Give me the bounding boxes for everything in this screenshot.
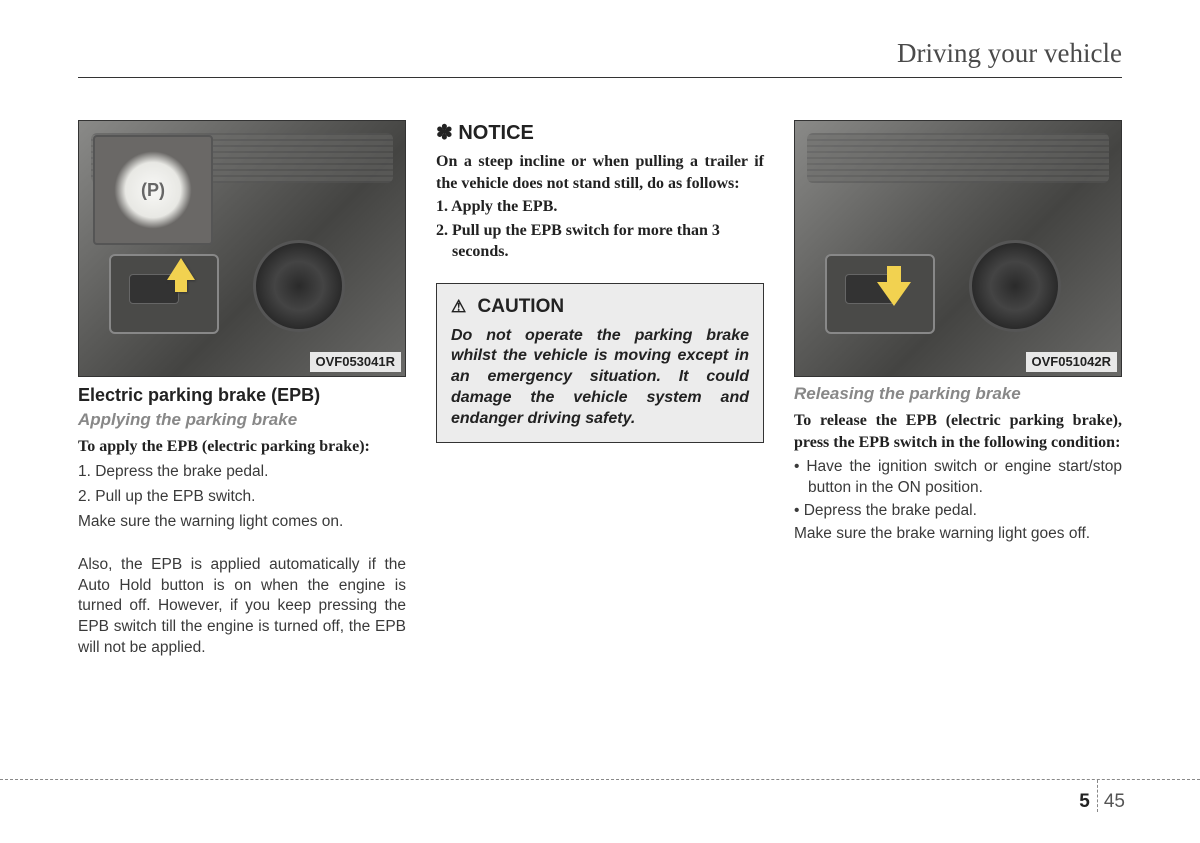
caution-heading: ⚠ CAUTION [451, 294, 749, 320]
page-separator [1097, 780, 1098, 812]
console-area [79, 222, 405, 352]
console-area [795, 222, 1121, 352]
subsection-heading: Releasing the parking brake [794, 383, 1122, 406]
page-container: Driving your vehicle OVF053041R Electric… [0, 0, 1200, 663]
figure-epb-release: OVF051042R [794, 120, 1122, 377]
bullet-item: • Depress the brake pedal. [794, 501, 1122, 522]
note-text: Make sure the brake warning light goes o… [794, 524, 1122, 545]
notice-label: NOTICE [458, 122, 534, 144]
subsection-heading: Applying the parking brake [78, 409, 406, 432]
content-columns: OVF053041R Electric parking brake (EPB) … [78, 120, 1122, 663]
caution-label: CAUTION [478, 296, 565, 317]
caution-box: ⚠ CAUTION Do not operate the parking bra… [436, 283, 764, 443]
column-center: ✽ NOTICE On a steep incline or when pull… [436, 120, 764, 663]
step-text: 1. Depress the brake pedal. [78, 462, 406, 483]
column-left: OVF053041R Electric parking brake (EPB) … [78, 120, 406, 663]
notice-body: On a steep incline or when pulling a tra… [436, 151, 764, 194]
chapter-header: Driving your vehicle [78, 38, 1122, 78]
figure-epb-apply: OVF053041R [78, 120, 406, 377]
lead-text: To apply the EPB (electric parking brake… [78, 436, 406, 458]
rotary-dial [969, 240, 1061, 332]
column-right: OVF051042R Releasing the parking brake T… [794, 120, 1122, 663]
epb-switch-zone [825, 254, 935, 334]
notice-symbol-icon: ✽ [436, 122, 453, 144]
notice-step: 2. Pull up the EPB switch for more than … [436, 220, 764, 263]
epb-switch-zone [109, 254, 219, 334]
figure-code: OVF051042R [1026, 352, 1118, 372]
rotary-dial [253, 240, 345, 332]
brake-warning-icon [114, 151, 192, 229]
caution-triangle-icon: ⚠ [451, 296, 466, 319]
notice-step: 1. Apply the EPB. [436, 196, 764, 218]
page-index: 45 [1098, 791, 1125, 813]
caution-body: Do not operate the parking brake whilst … [451, 326, 749, 430]
page-footer: 5 45 [0, 779, 1200, 815]
lead-text: To release the EPB (electric parking bra… [794, 410, 1122, 453]
step-text: 2. Pull up the EPB switch. [78, 487, 406, 508]
arrow-up-icon [167, 258, 195, 280]
note-text: Make sure the warning light comes on. [78, 512, 406, 533]
section-number: 5 [1079, 791, 1097, 813]
console-texture [807, 133, 1109, 183]
arrow-down-icon [887, 266, 901, 284]
notice-heading: ✽ NOTICE [436, 120, 764, 147]
bullet-item: • Have the ignition switch or engine sta… [794, 457, 1122, 499]
figure-code: OVF053041R [310, 352, 402, 372]
paragraph: Also, the EPB is applied automatically i… [78, 555, 406, 660]
page-number: 5 45 [1079, 786, 1125, 818]
section-heading: Electric parking brake (EPB) [78, 383, 406, 407]
